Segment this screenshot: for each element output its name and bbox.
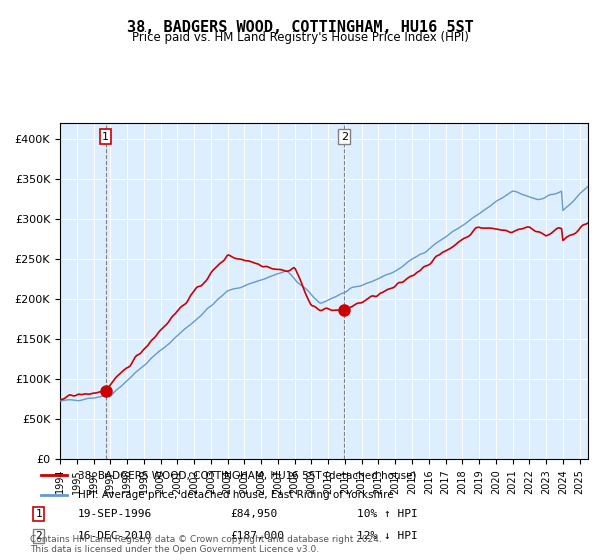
Text: 16-DEC-2010: 16-DEC-2010 bbox=[77, 531, 152, 541]
Text: 2: 2 bbox=[341, 132, 348, 142]
Text: 2: 2 bbox=[35, 531, 42, 541]
Text: £187,000: £187,000 bbox=[230, 531, 284, 541]
Text: 19-SEP-1996: 19-SEP-1996 bbox=[77, 509, 152, 519]
Text: Price paid vs. HM Land Registry's House Price Index (HPI): Price paid vs. HM Land Registry's House … bbox=[131, 31, 469, 44]
Text: 38, BADGERS WOOD, COTTINGHAM, HU16 5ST: 38, BADGERS WOOD, COTTINGHAM, HU16 5ST bbox=[127, 20, 473, 35]
Text: 1: 1 bbox=[102, 132, 109, 142]
Text: Contains HM Land Registry data © Crown copyright and database right 2024.
This d: Contains HM Land Registry data © Crown c… bbox=[30, 535, 382, 554]
Text: £84,950: £84,950 bbox=[230, 509, 278, 519]
Text: 38, BADGERS WOOD, COTTINGHAM, HU16 5ST (detached house): 38, BADGERS WOOD, COTTINGHAM, HU16 5ST (… bbox=[77, 470, 416, 480]
Text: 1: 1 bbox=[35, 509, 42, 519]
Text: 12% ↓ HPI: 12% ↓ HPI bbox=[358, 531, 418, 541]
Text: 10% ↑ HPI: 10% ↑ HPI bbox=[358, 509, 418, 519]
Text: HPI: Average price, detached house, East Riding of Yorkshire: HPI: Average price, detached house, East… bbox=[77, 490, 393, 500]
